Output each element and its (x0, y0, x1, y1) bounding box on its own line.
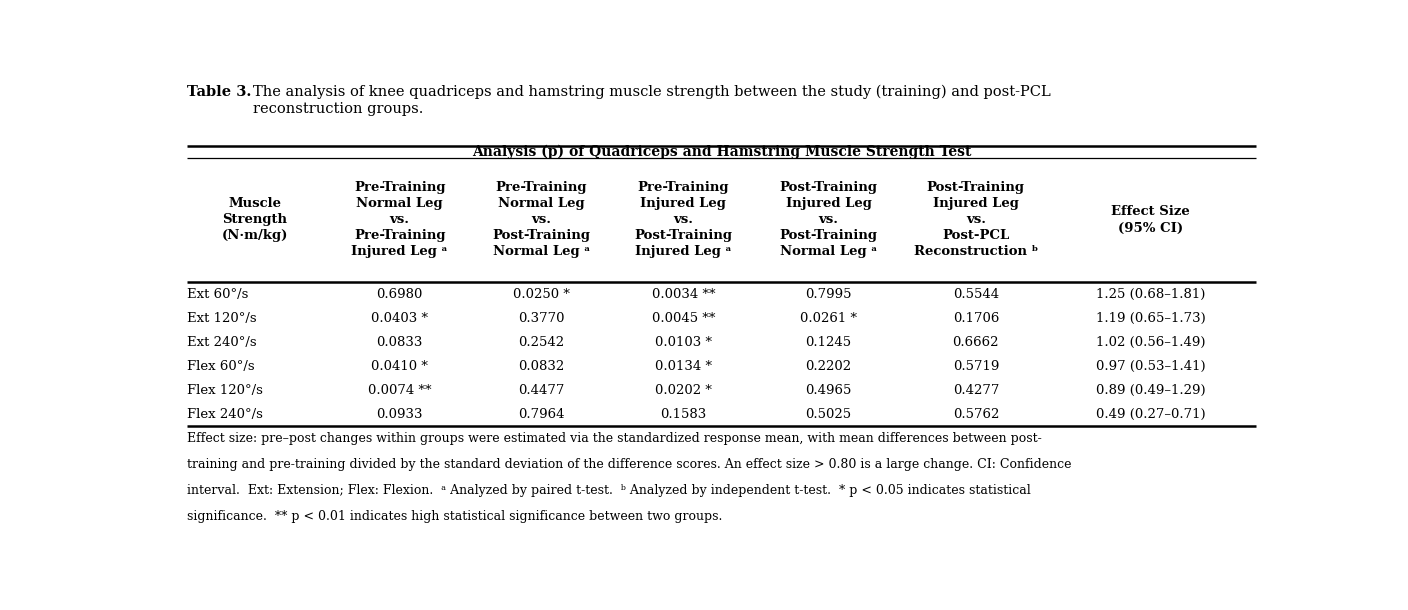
Text: 0.0202 *: 0.0202 * (655, 384, 712, 397)
Text: 0.0410 *: 0.0410 * (372, 360, 428, 373)
Text: 0.0832: 0.0832 (518, 360, 565, 373)
Text: significance.  ** p < 0.01 indicates high statistical significance between two g: significance. ** p < 0.01 indicates high… (187, 509, 722, 523)
Text: 1.25 (0.68–1.81): 1.25 (0.68–1.81) (1095, 288, 1205, 301)
Text: 0.0034 **: 0.0034 ** (652, 288, 715, 301)
Text: 0.4965: 0.4965 (805, 384, 852, 397)
Text: 0.89 (0.49–1.29): 0.89 (0.49–1.29) (1095, 384, 1205, 397)
Text: 0.1706: 0.1706 (953, 312, 1000, 325)
Text: 0.6980: 0.6980 (376, 288, 422, 301)
Text: 0.3770: 0.3770 (518, 312, 565, 325)
Text: 0.6662: 0.6662 (953, 336, 1000, 349)
Text: 0.0833: 0.0833 (376, 336, 422, 349)
Text: 0.49 (0.27–0.71): 0.49 (0.27–0.71) (1095, 408, 1205, 421)
Text: 1.02 (0.56–1.49): 1.02 (0.56–1.49) (1095, 336, 1205, 349)
Text: training and pre-training divided by the standard deviation of the difference sc: training and pre-training divided by the… (187, 458, 1071, 471)
Text: Post-Training
Injured Leg
vs.
Post-PCL
Reconstruction ᵇ: Post-Training Injured Leg vs. Post-PCL R… (914, 182, 1038, 259)
Text: Ext 240°/s: Ext 240°/s (187, 336, 256, 349)
Text: Effect size: pre–post changes within groups were estimated via the standardized : Effect size: pre–post changes within gro… (187, 432, 1042, 445)
Text: Flex 60°/s: Flex 60°/s (187, 360, 255, 373)
Text: 0.1245: 0.1245 (805, 336, 852, 349)
Text: Flex 120°/s: Flex 120°/s (187, 384, 263, 397)
Text: 0.5719: 0.5719 (953, 360, 1000, 373)
Text: Pre-Training
Injured Leg
vs.
Post-Training
Injured Leg ᵃ: Pre-Training Injured Leg vs. Post-Traini… (635, 182, 732, 259)
Text: 0.0134 *: 0.0134 * (655, 360, 712, 373)
Text: 0.0045 **: 0.0045 ** (652, 312, 715, 325)
Text: Table 3.: Table 3. (187, 85, 251, 99)
Text: 0.1583: 0.1583 (660, 408, 707, 421)
Text: 1.19 (0.65–1.73): 1.19 (0.65–1.73) (1095, 312, 1205, 325)
Text: 0.0261 *: 0.0261 * (800, 312, 857, 325)
Text: 0.0250 *: 0.0250 * (513, 288, 570, 301)
Text: 0.4277: 0.4277 (953, 384, 1000, 397)
Text: Ext 60°/s: Ext 60°/s (187, 288, 248, 301)
Text: Muscle
Strength
(N·m/kg): Muscle Strength (N·m/kg) (221, 198, 287, 243)
Text: 0.0403 *: 0.0403 * (372, 312, 428, 325)
Text: interval.  Ext: Extension; Flex: Flexion.  ᵃ Analyzed by paired t-test.  ᵇ Analy: interval. Ext: Extension; Flex: Flexion.… (187, 484, 1031, 497)
Text: Pre-Training
Normal Leg
vs.
Post-Training
Normal Leg ᵃ: Pre-Training Normal Leg vs. Post-Trainin… (493, 182, 590, 259)
Text: 0.5025: 0.5025 (805, 408, 852, 421)
Text: 0.2202: 0.2202 (805, 360, 852, 373)
Text: 0.0933: 0.0933 (376, 408, 422, 421)
Text: 0.7964: 0.7964 (518, 408, 565, 421)
Text: Pre-Training
Normal Leg
vs.
Pre-Training
Injured Leg ᵃ: Pre-Training Normal Leg vs. Pre-Training… (352, 182, 448, 259)
Text: Flex 240°/s: Flex 240°/s (187, 408, 263, 421)
Text: 0.0103 *: 0.0103 * (655, 336, 712, 349)
Text: Effect Size
(95% CI): Effect Size (95% CI) (1111, 206, 1190, 234)
Text: Post-Training
Injured Leg
vs.
Post-Training
Normal Leg ᵃ: Post-Training Injured Leg vs. Post-Train… (780, 182, 877, 259)
Text: Ext 120°/s: Ext 120°/s (187, 312, 256, 325)
Text: 0.4477: 0.4477 (518, 384, 565, 397)
Text: Analysis (p) of Quadriceps and Hamstring Muscle Strength Test: Analysis (p) of Quadriceps and Hamstring… (472, 145, 972, 159)
Text: 0.7995: 0.7995 (805, 288, 852, 301)
Text: 0.97 (0.53–1.41): 0.97 (0.53–1.41) (1095, 360, 1205, 373)
Text: 0.5544: 0.5544 (953, 288, 998, 301)
Text: The analysis of knee quadriceps and hamstring muscle strength between the study : The analysis of knee quadriceps and hams… (253, 85, 1052, 115)
Text: 0.2542: 0.2542 (518, 336, 565, 349)
Text: 0.5762: 0.5762 (953, 408, 1000, 421)
Text: 0.0074 **: 0.0074 ** (367, 384, 431, 397)
